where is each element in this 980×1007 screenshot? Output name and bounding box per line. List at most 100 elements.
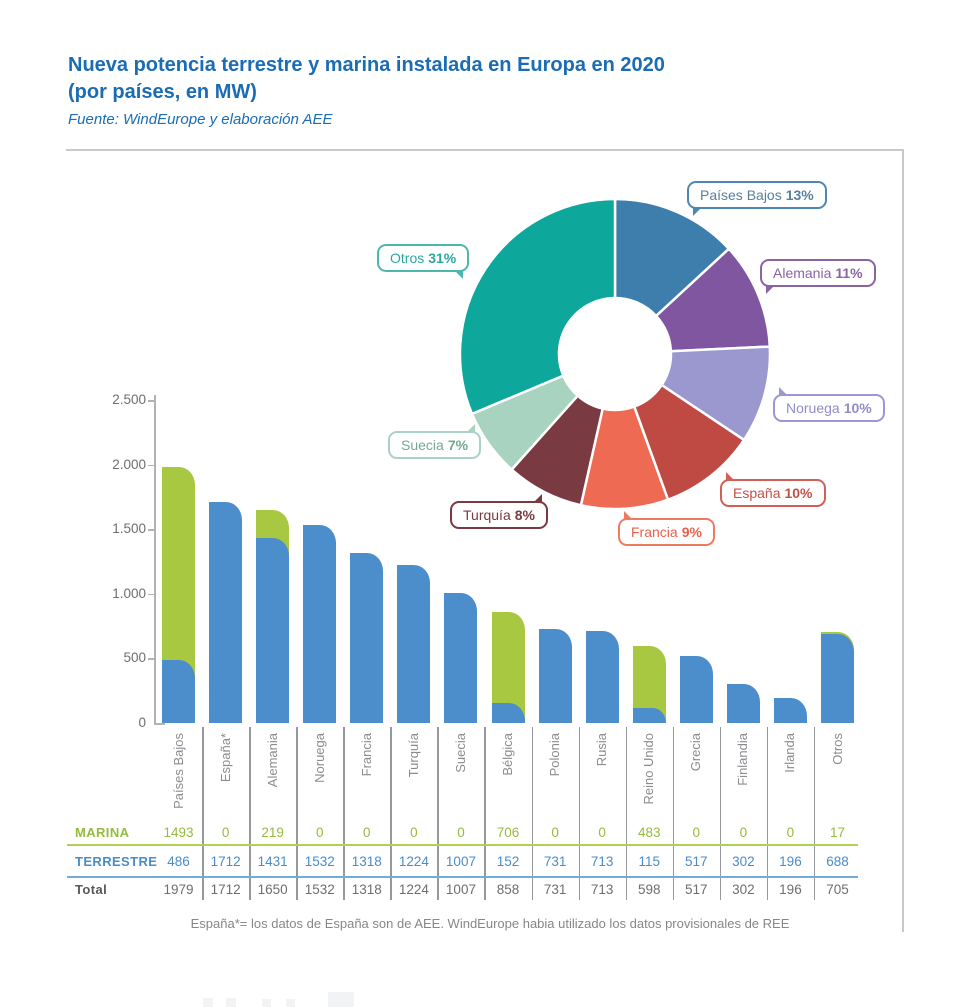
page-title: Nueva potencia terrestre y marina instal… [68,52,665,106]
x-label-Bélgica: Bélgica [500,733,516,776]
table-row-label-MARINA: MARINA [75,825,130,840]
donut-label-percent: 11% [835,265,863,281]
table-cell-TERRESTRE-Polonia: 731 [543,854,567,869]
y-tick-mark-500 [148,658,155,660]
table-cell-Total-Turquía: 1224 [398,882,429,897]
bar-Rusia-terrestre [585,630,619,723]
table-cell-TERRESTRE-Turquía: 1224 [398,854,429,869]
table-cell-MARINA-Rusia: 0 [598,825,606,840]
bar-Noruega-terrestre [303,525,337,723]
bar-Finlandia-terrestre [726,683,760,723]
x-label-Grecia: Grecia [688,733,704,772]
table-row-label-Total: Total [75,882,108,897]
donut-label-percent: 9% [681,524,702,540]
column-separator [531,727,534,900]
x-label-Noruega: Noruega [311,733,327,783]
column-separator [672,727,675,900]
donut-slice-Otros [458,197,617,416]
donut-label-tail [454,270,464,279]
donut-label-tail [693,207,702,216]
table-cell-TERRESTRE-Suecia: 1007 [445,854,476,869]
source-note: Fuente: WindEurope y elaboración AEE [68,111,333,128]
x-label-Irlanda: Irlanda [782,733,798,773]
table-cell-MARINA-Reino Unido: 483 [637,825,661,840]
donut-label-Países Bajos: Países Bajos 13% [687,181,827,216]
table-cell-MARINA-Polonia: 0 [551,825,559,840]
table-cell-MARINA-Irlanda: 0 [786,825,795,840]
table-cell-Total-Francia: 1318 [351,882,382,897]
column-separator [202,727,204,900]
column-separator [813,727,816,900]
table-cell-TERRESTRE-Países Bajos: 486 [167,854,190,869]
donut-label-Turquía: Turquía 8% [450,494,548,529]
donut-label-percent: 8% [514,507,535,523]
x-label-España*: España* [217,733,233,783]
donut-label-name: Alemania [773,265,832,281]
donut-label-Francia: Francia 9% [618,511,715,546]
y-tick-label-0: 0 [138,715,146,730]
column-separator [249,727,251,900]
x-label-Francia: Francia [358,733,374,777]
y-tick-mark-1000 [148,593,155,596]
column-separator [343,727,345,900]
column-separator [578,727,581,900]
table-cell-Total-Países Bajos: 1979 [163,882,194,897]
page-title-line1: Nueva potencia terrestre y marina instal… [68,54,665,76]
y-tick-label-2500: 2.500 [112,392,146,407]
table-cell-Total-Grecia: 517 [685,882,708,897]
table-cell-MARINA-Otros: 17 [829,825,846,840]
donut-label-percent: 31% [428,250,457,266]
x-label-Rusia: Rusia [594,733,610,767]
table-cell-Total-Otros: 705 [826,882,849,897]
donut-label-Otros: Otros 31% [377,244,470,279]
donut-label-name: Noruega [786,400,840,416]
column-separator [484,727,486,900]
table-cell-MARINA-Noruega: 0 [315,825,324,840]
table-row-line-MARINA [67,844,858,846]
donut-label-España: España 10% [720,472,826,507]
table-cell-TERRESTRE-Noruega: 1532 [304,854,335,869]
table-cell-Total-Alemania: 1650 [257,882,288,897]
donut-label-name: España [733,485,781,501]
table-cell-MARINA-Bélgica: 706 [496,825,520,840]
table-cell-Total-España*: 1712 [210,882,241,897]
donut-label-name: Países Bajos [700,187,782,203]
bar-Bélgica-terrestre [491,703,525,723]
donut-label-Alemania: Alemania 11% [760,259,876,294]
donut-label-tail [532,494,542,503]
column-separator [437,727,439,900]
table-cell-TERRESTRE-Irlanda: 196 [779,854,802,869]
table-cell-MARINA-Países Bajos: 1493 [163,825,194,840]
bar-Reino Unido-terrestre [632,708,666,723]
donut-chart [458,197,772,511]
x-axis-foot [154,723,165,725]
donut-label-tail [779,387,788,396]
column-separator [390,727,392,900]
donut-label-tail [766,285,775,294]
donut-label-percent: 10% [784,485,813,501]
donut-label-percent: 13% [785,187,814,203]
donut-label-tail [624,511,633,520]
bar-Polonia-terrestre [538,628,572,723]
bar-Turquía-terrestre [397,564,431,723]
table-cell-Total-Bélgica: 858 [496,882,520,897]
panel-border-right [902,149,904,932]
table-cell-Total-Suecia: 1007 [445,882,476,897]
table-row-line-TERRESTRE [67,876,858,878]
table-cell-TERRESTRE-Otros: 688 [826,854,849,869]
table-cell-TERRESTRE-Finlandia: 302 [732,854,755,869]
table-cell-MARINA-España*: 0 [221,825,230,840]
donut-label-name: Francia [631,524,678,540]
x-label-Polonia: Polonia [547,733,563,777]
table-cell-TERRESTRE-Alemania: 1431 [257,854,288,869]
table-cell-TERRESTRE-Grecia: 517 [685,854,708,869]
y-tick-mark-2000 [148,464,155,467]
y-tick-label-2000: 2.000 [112,456,146,472]
table-cell-MARINA-Suecia: 0 [457,825,465,840]
table-cell-Total-Irlanda: 196 [779,882,802,897]
x-label-Turquía: Turquía [405,733,421,778]
column-separator [296,727,298,900]
table-cell-Total-Rusia: 713 [590,882,614,897]
table-cell-Total-Finlandia: 302 [732,882,755,897]
